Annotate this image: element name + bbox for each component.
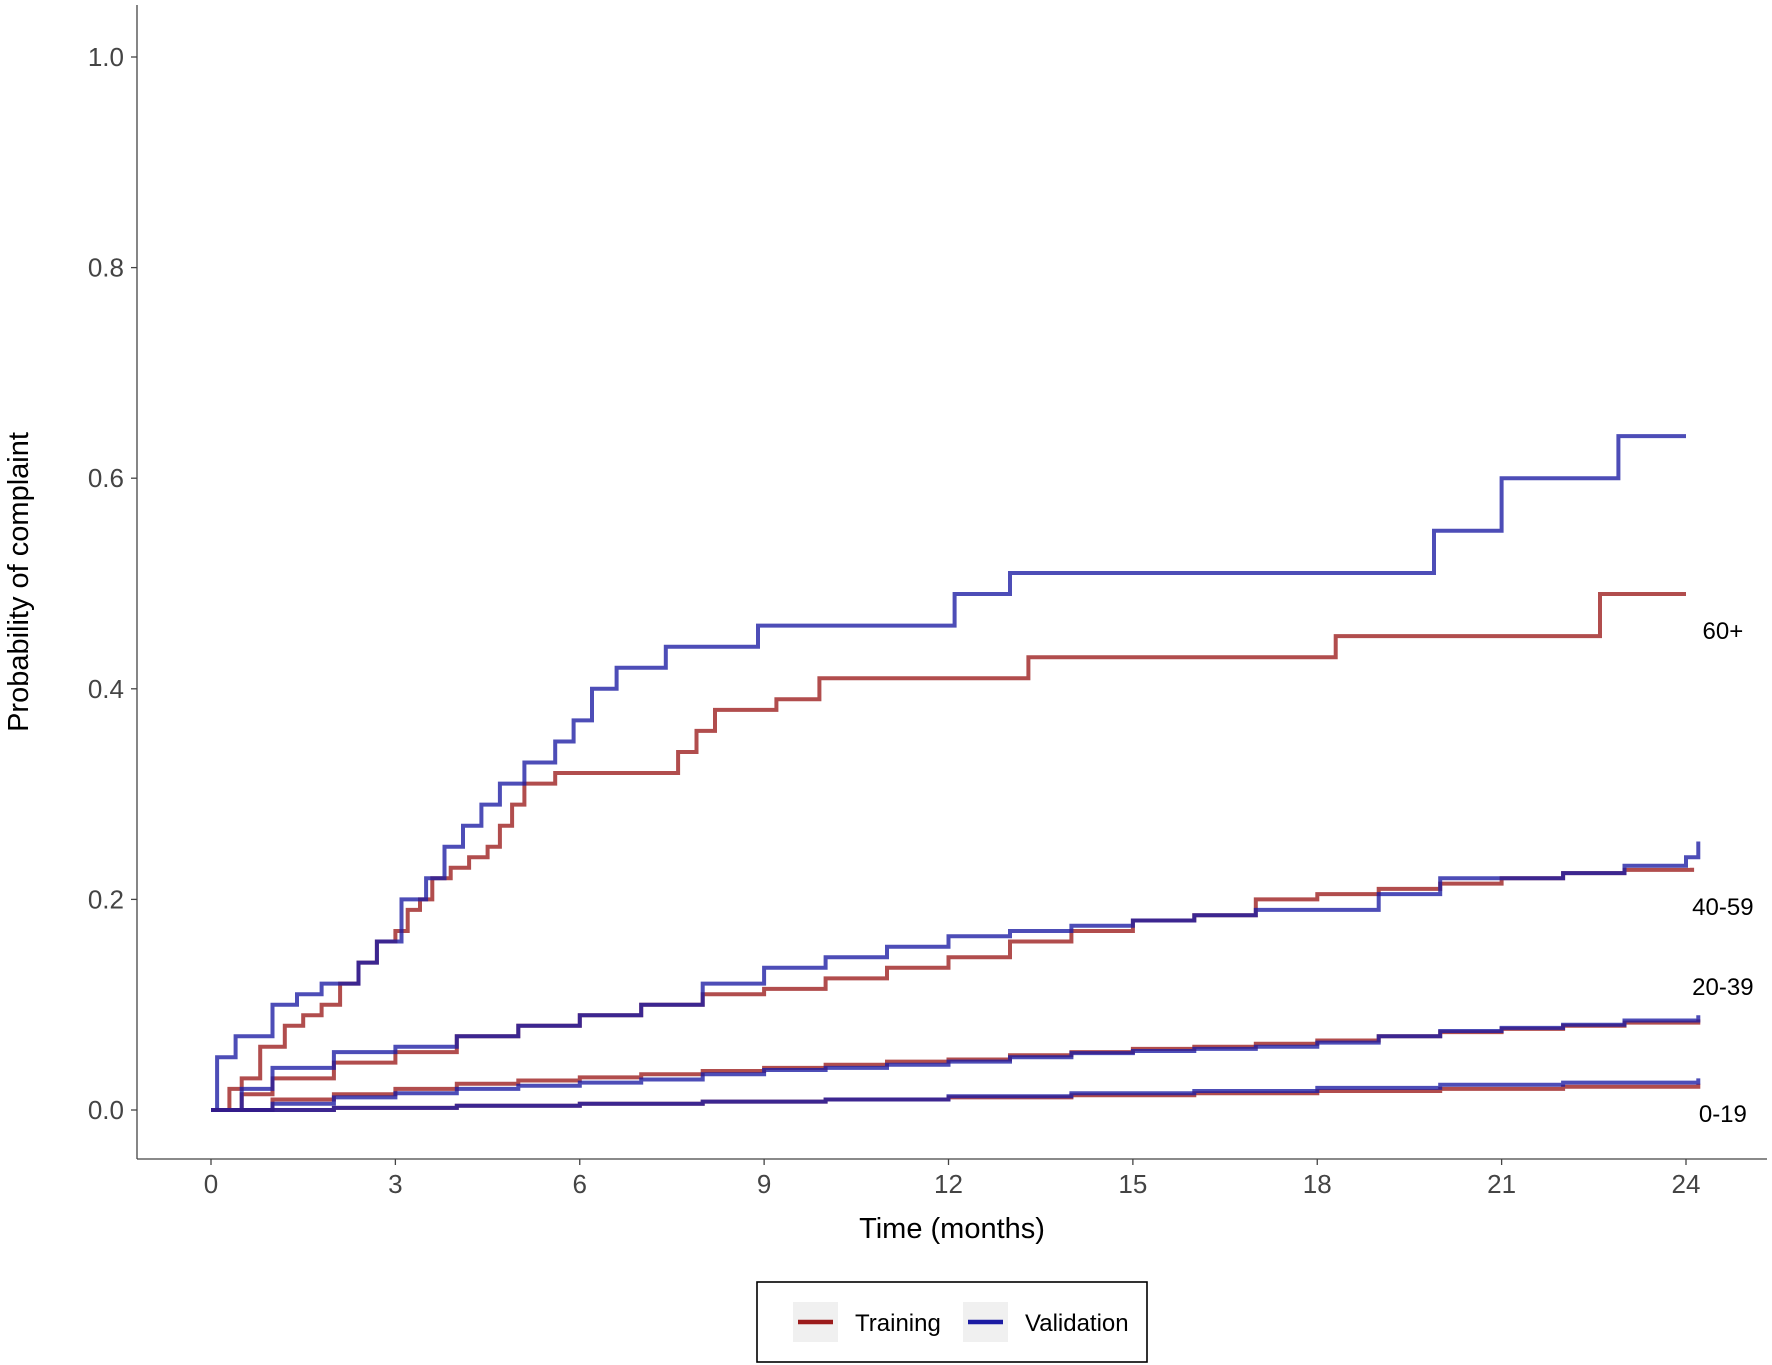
series-line-validation-0-19 — [211, 1078, 1701, 1112]
series-layer — [211, 434, 1701, 1112]
group-label: 60+ — [1703, 618, 1744, 645]
legend: Training Validation — [756, 1281, 1148, 1363]
y-axis-ticks: 0.0 0.2 0.4 0.6 0.8 1.0 — [88, 42, 137, 1125]
y-tick-label: 0.6 — [88, 463, 124, 493]
x-tick-label: 12 — [934, 1169, 963, 1199]
series-line-validation-20-39 — [211, 1015, 1701, 1112]
x-tick-label: 3 — [388, 1169, 402, 1199]
x-tick-label: 18 — [1303, 1169, 1332, 1199]
x-tick-label: 15 — [1118, 1169, 1147, 1199]
legend-label-validation: Validation — [1025, 1310, 1129, 1337]
y-tick-label: 0.2 — [88, 884, 124, 914]
x-tick-label: 21 — [1487, 1169, 1516, 1199]
group-label: 0-19 — [1699, 1101, 1747, 1128]
y-tick-label: 0.8 — [88, 253, 124, 283]
x-tick-label: 9 — [757, 1169, 771, 1199]
x-tick-label: 6 — [573, 1169, 587, 1199]
group-label: 40-59 — [1692, 894, 1753, 921]
x-axis-title: Time (months) — [859, 1213, 1045, 1245]
series-line-validation-60plus — [211, 434, 1686, 1112]
series-line-training-60plus — [211, 592, 1686, 1112]
x-tick-label: 0 — [204, 1169, 218, 1199]
y-tick-label: 0.0 — [88, 1095, 124, 1125]
x-tick-label: 24 — [1672, 1169, 1701, 1199]
y-tick-label: 1.0 — [88, 42, 124, 72]
y-axis-title: Probability of complaint — [3, 432, 35, 732]
legend-label-training: Training — [855, 1310, 941, 1337]
series-line-validation-40-59 — [211, 841, 1701, 1112]
group-labels: 60+ 40-59 20-39 0-19 — [1692, 618, 1753, 1128]
group-label: 20-39 — [1692, 974, 1753, 1001]
x-axis-ticks: 0 3 6 9 12 15 18 21 24 — [204, 1159, 1701, 1199]
y-tick-label: 0.4 — [88, 674, 124, 704]
